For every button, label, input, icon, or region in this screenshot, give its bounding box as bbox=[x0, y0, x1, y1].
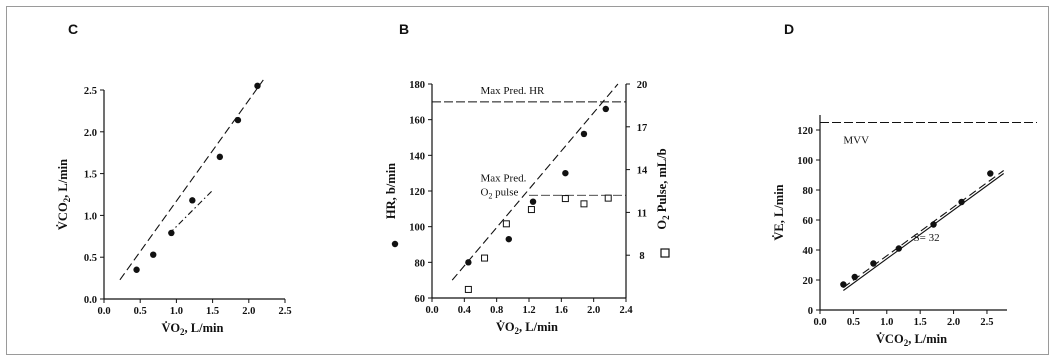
x-tick-label: 0.8 bbox=[490, 305, 503, 316]
fit-line bbox=[843, 170, 1004, 288]
y-tick-label: 1.5 bbox=[84, 170, 97, 181]
data-point-square bbox=[580, 200, 588, 208]
y-right-tick-label: 11 bbox=[637, 208, 647, 219]
y-right-tick-label: 17 bbox=[637, 123, 648, 134]
y-tick-label: 120 bbox=[797, 126, 813, 137]
x-tick-label: 0.5 bbox=[134, 306, 147, 317]
y-tick-label: 60 bbox=[803, 216, 814, 227]
y-tick-label: 140 bbox=[409, 151, 425, 162]
reference-label: MVV bbox=[843, 135, 869, 147]
x-tick-label: 1.6 bbox=[555, 305, 568, 316]
data-point bbox=[189, 197, 196, 204]
panel-letter-b: B bbox=[399, 21, 409, 37]
x-tick-label: 2.0 bbox=[587, 305, 600, 316]
x-tick-label: 2.5 bbox=[278, 306, 291, 317]
x-tick-label: 1.0 bbox=[170, 306, 183, 317]
x-tick-label: 0.0 bbox=[813, 317, 826, 328]
data-point bbox=[505, 235, 512, 243]
y-tick-label: 20 bbox=[803, 276, 814, 287]
x-tick-label: 0.4 bbox=[458, 305, 472, 316]
y-axis-label: HR, b/min bbox=[384, 163, 398, 219]
y-tick-label: 40 bbox=[803, 246, 814, 257]
x-tick-label: 0.5 bbox=[847, 317, 860, 328]
x-tick-label: 2.0 bbox=[242, 306, 255, 317]
data-point bbox=[958, 198, 965, 206]
data-point bbox=[529, 198, 537, 205]
y-right-tick-label: 14 bbox=[637, 166, 648, 177]
data-point bbox=[840, 281, 847, 288]
slope-annotation: S= 32 bbox=[914, 232, 940, 244]
data-point bbox=[465, 259, 472, 266]
legend-marker-hr bbox=[391, 240, 399, 248]
data-point bbox=[216, 153, 224, 161]
y-tick-label: 100 bbox=[797, 156, 813, 167]
data-point bbox=[987, 170, 994, 177]
panel-letter-d: D bbox=[784, 21, 794, 37]
y-tick-label: 100 bbox=[409, 223, 425, 234]
y-tick-label: 80 bbox=[803, 186, 814, 197]
data-point-square bbox=[561, 195, 569, 203]
x-tick-label: 1.0 bbox=[880, 317, 893, 328]
figure-border bbox=[6, 6, 1049, 355]
y-tick-label: 0 bbox=[808, 306, 813, 317]
y-tick-label: 180 bbox=[409, 80, 425, 91]
data-point bbox=[602, 105, 609, 113]
data-point-square bbox=[464, 285, 472, 293]
y-axis-label: V̇E, L/min bbox=[772, 184, 786, 240]
x-tick-label: 1.5 bbox=[206, 306, 219, 317]
data-point bbox=[580, 130, 588, 138]
x-tick-label: 1.2 bbox=[522, 305, 535, 316]
y-axis-label: V̇CO2, L/min bbox=[56, 159, 72, 230]
data-point bbox=[870, 260, 877, 267]
data-point-square bbox=[527, 206, 535, 214]
y-tick-label: 160 bbox=[409, 116, 425, 127]
y-right-tick-label: 8 bbox=[639, 251, 644, 262]
x-axis-label: V̇CO2, L/min bbox=[876, 332, 947, 348]
legend-marker-o2pulse bbox=[660, 248, 670, 258]
x-axis-label: V̇O2, L/min bbox=[162, 321, 224, 337]
data-point bbox=[254, 82, 261, 90]
x-tick-label: 0.0 bbox=[97, 306, 110, 317]
y-right-tick-label: 20 bbox=[637, 80, 648, 91]
data-point bbox=[930, 221, 937, 228]
data-point bbox=[895, 245, 903, 252]
y-tick-label: 80 bbox=[415, 258, 426, 269]
x-tick-label: 1.5 bbox=[914, 317, 927, 328]
data-point bbox=[851, 273, 858, 281]
fit-line bbox=[843, 173, 1004, 291]
data-point-square bbox=[502, 220, 510, 228]
fit-line bbox=[119, 79, 264, 281]
x-axis-label: V̇O2, L/min bbox=[496, 320, 558, 336]
y-tick-label: 60 bbox=[415, 294, 426, 305]
data-point-square bbox=[481, 254, 489, 262]
data-point bbox=[150, 251, 157, 258]
y-tick-label: 0.5 bbox=[84, 253, 97, 264]
reference-label: Max Pred. bbox=[481, 172, 527, 184]
y-tick-label: 0.0 bbox=[84, 295, 97, 306]
data-point bbox=[133, 266, 140, 273]
reference-label: Max Pred. HR bbox=[481, 85, 546, 97]
data-point bbox=[562, 169, 569, 177]
y-axis-right-label: O2 Pulse, mL/b bbox=[655, 148, 671, 229]
data-point bbox=[234, 116, 242, 124]
data-point-square bbox=[604, 194, 612, 202]
y-tick-label: 120 bbox=[409, 187, 425, 198]
fit-line bbox=[168, 189, 213, 235]
reference-label: O2 pulse bbox=[481, 186, 519, 200]
y-tick-label: 2.5 bbox=[84, 86, 97, 97]
x-tick-label: 0.0 bbox=[425, 305, 438, 316]
fit-line bbox=[451, 83, 619, 281]
x-tick-label: 2.5 bbox=[980, 317, 993, 328]
y-tick-label: 2.0 bbox=[84, 128, 97, 139]
panel-letter-c: C bbox=[68, 21, 78, 37]
data-point bbox=[168, 229, 175, 237]
x-tick-label: 2.0 bbox=[947, 317, 960, 328]
y-tick-label: 1.0 bbox=[84, 211, 97, 222]
x-tick-label: 2.4 bbox=[619, 305, 633, 316]
